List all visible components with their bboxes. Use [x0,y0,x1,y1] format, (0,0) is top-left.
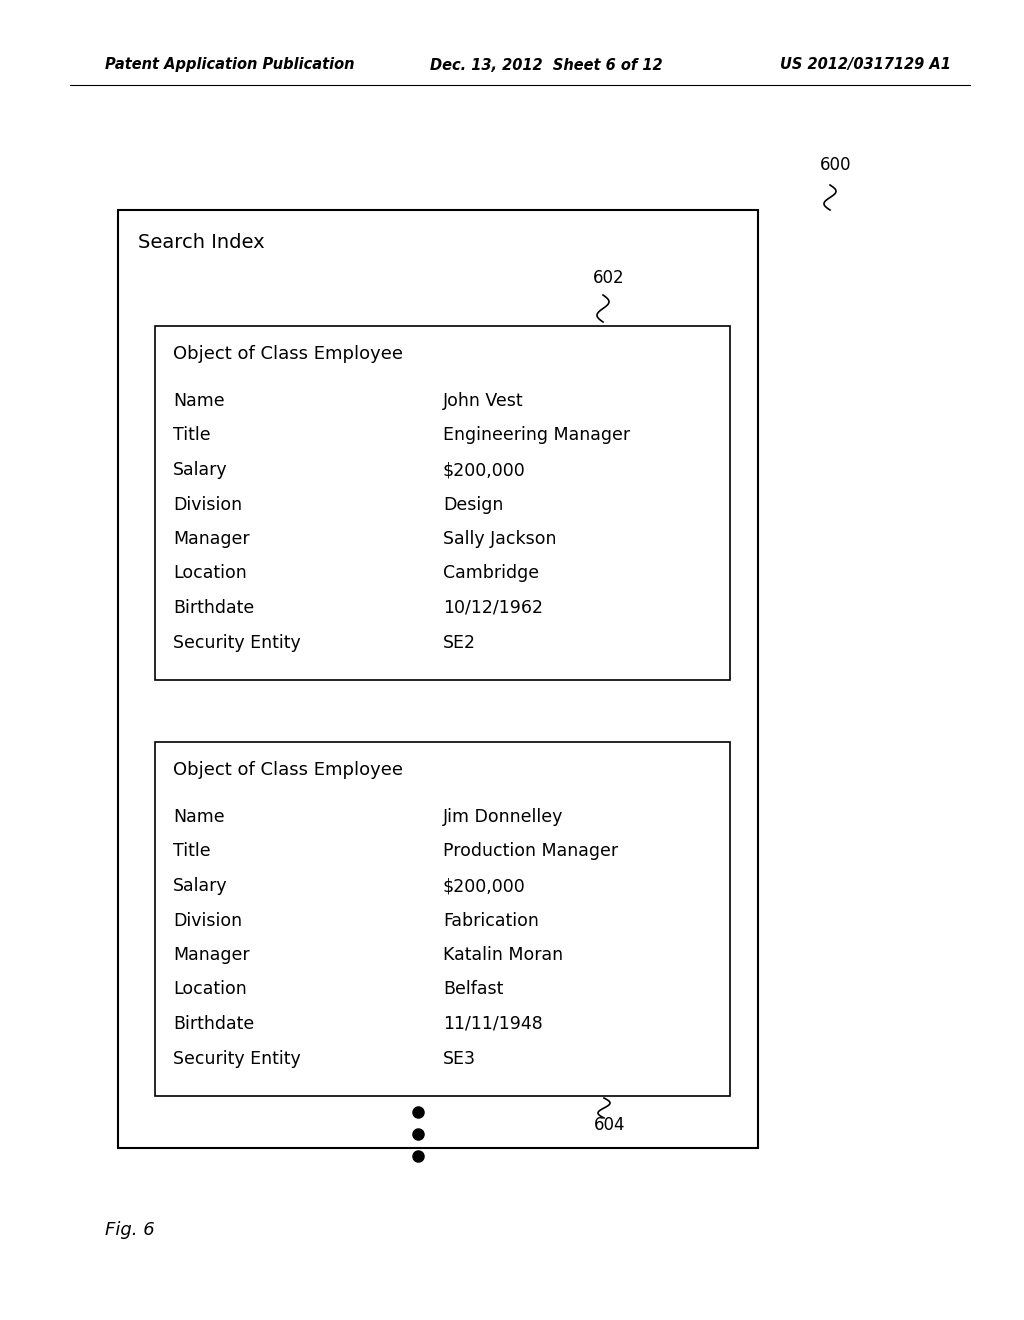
Text: Name: Name [173,392,224,411]
Text: Cambridge: Cambridge [443,565,539,582]
Text: Dec. 13, 2012  Sheet 6 of 12: Dec. 13, 2012 Sheet 6 of 12 [430,58,663,73]
Bar [118,210,758,1148]
Text: Security Entity: Security Entity [173,1049,301,1068]
Text: 10/12/1962: 10/12/1962 [443,599,543,616]
Text: Jim Donnelley: Jim Donnelley [443,808,563,826]
Text: Division: Division [173,495,242,513]
Text: Design: Design [443,495,504,513]
Text: 600: 600 [820,156,852,174]
Text: 602: 602 [593,269,625,286]
Text: Production Manager: Production Manager [443,842,618,861]
Text: Birthdate: Birthdate [173,599,254,616]
Text: Salary: Salary [173,461,227,479]
Text: US 2012/0317129 A1: US 2012/0317129 A1 [780,58,951,73]
Text: Manager: Manager [173,946,250,964]
Text: Location: Location [173,981,247,998]
Text: $200,000: $200,000 [443,461,525,479]
Bar [155,742,730,1096]
Text: SE2: SE2 [443,634,476,652]
Bar [155,326,730,680]
Text: John Vest: John Vest [443,392,523,411]
Text: Security Entity: Security Entity [173,634,301,652]
Text: Object of Class Employee: Object of Class Employee [173,345,403,363]
Text: 11/11/1948: 11/11/1948 [443,1015,543,1034]
Text: Object of Class Employee: Object of Class Employee [173,762,403,779]
Text: Division: Division [173,912,242,929]
Text: Search Index: Search Index [138,232,264,252]
Text: SE3: SE3 [443,1049,476,1068]
Text: Birthdate: Birthdate [173,1015,254,1034]
Text: Patent Application Publication: Patent Application Publication [105,58,354,73]
Text: Manager: Manager [173,531,250,548]
Text: Engineering Manager: Engineering Manager [443,426,630,445]
Text: Belfast: Belfast [443,981,504,998]
Text: 604: 604 [594,1115,626,1134]
Text: Katalin Moran: Katalin Moran [443,946,563,964]
Text: $200,000: $200,000 [443,876,525,895]
Text: Fabrication: Fabrication [443,912,539,929]
Text: Fig. 6: Fig. 6 [105,1221,155,1239]
Text: Title: Title [173,426,211,445]
Text: Name: Name [173,808,224,826]
Text: Salary: Salary [173,876,227,895]
Text: Title: Title [173,842,211,861]
Text: Location: Location [173,565,247,582]
Text: Sally Jackson: Sally Jackson [443,531,556,548]
